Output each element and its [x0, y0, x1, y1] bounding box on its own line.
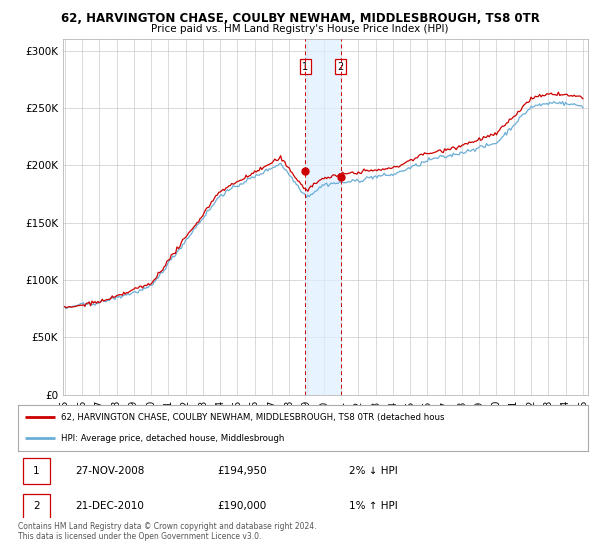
Text: Price paid vs. HM Land Registry's House Price Index (HPI): Price paid vs. HM Land Registry's House …: [151, 24, 449, 34]
Text: 2: 2: [33, 501, 40, 511]
Text: 1: 1: [302, 62, 308, 72]
Bar: [305, 39, 341, 395]
Text: 62, HARVINGTON CHASE, COULBY NEWHAM, MIDDLESBROUGH, TS8 0TR (detached hous: 62, HARVINGTON CHASE, COULBY NEWHAM, MID…: [61, 413, 444, 422]
FancyBboxPatch shape: [23, 458, 50, 484]
Text: 2: 2: [338, 62, 344, 72]
Text: £194,950: £194,950: [218, 466, 267, 476]
Text: HPI: Average price, detached house, Middlesbrough: HPI: Average price, detached house, Midd…: [61, 434, 284, 443]
Text: £190,000: £190,000: [218, 501, 267, 511]
Text: Contains HM Land Registry data © Crown copyright and database right 2024.
This d: Contains HM Land Registry data © Crown c…: [18, 522, 317, 542]
Text: 62, HARVINGTON CHASE, COULBY NEWHAM, MIDDLESBROUGH, TS8 0TR: 62, HARVINGTON CHASE, COULBY NEWHAM, MID…: [61, 12, 539, 25]
Text: 2% ↓ HPI: 2% ↓ HPI: [349, 466, 397, 476]
Text: 27-NOV-2008: 27-NOV-2008: [75, 466, 145, 476]
Text: 1% ↑ HPI: 1% ↑ HPI: [349, 501, 397, 511]
Text: 21-DEC-2010: 21-DEC-2010: [75, 501, 144, 511]
Text: 1: 1: [33, 466, 40, 476]
FancyBboxPatch shape: [23, 493, 50, 519]
